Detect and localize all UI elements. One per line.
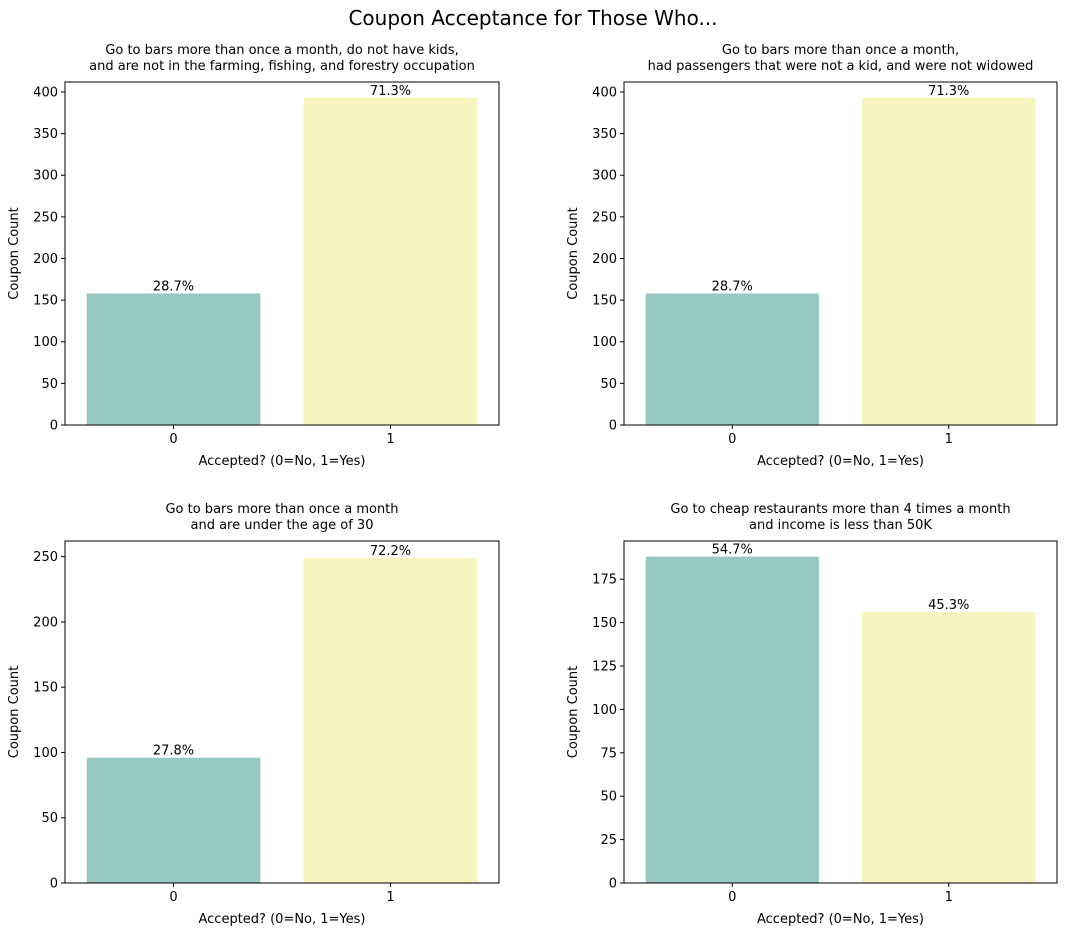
chart-title-line: Go to cheap restaurants more than 4 time… (670, 502, 1010, 517)
y-axis-label: Coupon Count (7, 666, 22, 758)
y-tick-label: 300 (33, 169, 58, 184)
x-axis-label: Accepted? (0=No, 1=Yes) (199, 454, 366, 469)
y-tick-label: 0 (50, 877, 58, 892)
bar-1 (303, 97, 478, 425)
y-tick-label: 200 (33, 252, 58, 267)
y-tick-label: 150 (592, 616, 617, 631)
page-title: Coupon Acceptance for Those Who... (348, 6, 718, 30)
data-label: 28.7% (712, 279, 753, 294)
y-axis-label: Coupon Count (7, 207, 22, 299)
chart-title-line: and income is less than 50K (749, 518, 932, 533)
x-tick-label: 1 (945, 890, 953, 905)
y-tick-label: 250 (592, 210, 617, 225)
data-label: 27.8% (153, 744, 194, 759)
y-tick-label: 0 (609, 877, 617, 892)
y-tick-label: 50 (600, 377, 617, 392)
y-axis-label: Coupon Count (566, 666, 581, 758)
chart-title-line: and are under the age of 30 (191, 518, 374, 533)
chart-title-line: Go to bars more than once a month, (722, 43, 959, 58)
y-tick-label: 100 (33, 746, 58, 761)
y-tick-label: 100 (592, 335, 617, 350)
chart-panel-2: 28.7% 0 71.3% 1 0 50 100 150 200 250 300 350 400 Go t… (566, 43, 1058, 469)
data-label: 45.3% (928, 598, 969, 613)
bar-0 (86, 293, 261, 425)
y-tick-label: 200 (592, 252, 617, 267)
chart-panel-3: 27.8% 0 72.2% 1 0 50 100 150 200 250 Go to bars mo… (7, 502, 500, 927)
x-tick-label: 0 (169, 890, 177, 905)
plot-frame (623, 540, 1058, 884)
x-tick-label: 1 (386, 432, 394, 447)
y-tick-label: 25 (600, 833, 617, 848)
data-label: 71.3% (370, 84, 411, 99)
y-tick-label: 0 (50, 419, 58, 434)
bar-1 (303, 557, 478, 883)
x-axis-label: Accepted? (0=No, 1=Yes) (199, 912, 366, 927)
x-axis-label: Accepted? (0=No, 1=Yes) (757, 454, 924, 469)
x-axis-label: Accepted? (0=No, 1=Yes) (757, 912, 924, 927)
bar-1 (862, 97, 1036, 425)
y-tick-label: 350 (592, 127, 617, 142)
y-tick-label: 250 (33, 210, 58, 225)
x-tick-label: 0 (169, 432, 177, 447)
y-tick-label: 50 (600, 790, 617, 805)
chart-panel-4: 54.7% 0 45.3% 1 0 25 50 75 100 125 150 175 Go to che… (566, 502, 1058, 927)
y-tick-label: 350 (33, 127, 58, 142)
chart-title-line: had passengers that were not a kid, and … (648, 59, 1034, 74)
bar-1 (862, 612, 1036, 883)
y-tick-label: 400 (592, 85, 617, 100)
plot-frame (64, 81, 500, 426)
y-tick-label: 50 (41, 811, 58, 826)
y-tick-label: 100 (33, 335, 58, 350)
y-tick-label: 0 (609, 419, 617, 434)
y-tick-label: 175 (592, 573, 617, 588)
x-tick-label: 1 (386, 890, 394, 905)
plot-frame (623, 81, 1058, 426)
y-tick-label: 150 (592, 294, 617, 309)
plot-frame (64, 540, 500, 884)
x-tick-label: 1 (945, 432, 953, 447)
y-tick-label: 125 (592, 659, 617, 674)
bar-0 (645, 556, 819, 883)
y-tick-label: 50 (41, 377, 58, 392)
bar-0 (645, 293, 819, 425)
y-tick-label: 400 (33, 85, 58, 100)
chart-title-line: Go to bars more than once a month, do no… (105, 43, 458, 58)
y-axis-label: Coupon Count (566, 207, 581, 299)
y-tick-label: 75 (600, 746, 617, 761)
chart-title-line: Go to bars more than once a month (165, 502, 398, 517)
bar-0 (86, 757, 261, 883)
data-label: 54.7% (712, 543, 753, 558)
data-label: 71.3% (928, 84, 969, 99)
data-label: 72.2% (370, 544, 411, 559)
chart-panel-1: 28.7% 0 71.3% 1 0 50 100 150 200 250 300 350 400 Go t… (7, 43, 500, 469)
x-tick-label: 0 (728, 890, 736, 905)
y-tick-label: 200 (33, 615, 58, 630)
y-tick-label: 150 (33, 681, 58, 696)
y-tick-label: 100 (592, 703, 617, 718)
x-tick-label: 0 (728, 432, 736, 447)
data-label: 28.7% (153, 279, 194, 294)
y-tick-label: 300 (592, 169, 617, 184)
y-tick-label: 250 (33, 550, 58, 565)
chart-title-line: and are not in the farming, fishing, and… (89, 59, 475, 74)
y-tick-label: 150 (33, 294, 58, 309)
